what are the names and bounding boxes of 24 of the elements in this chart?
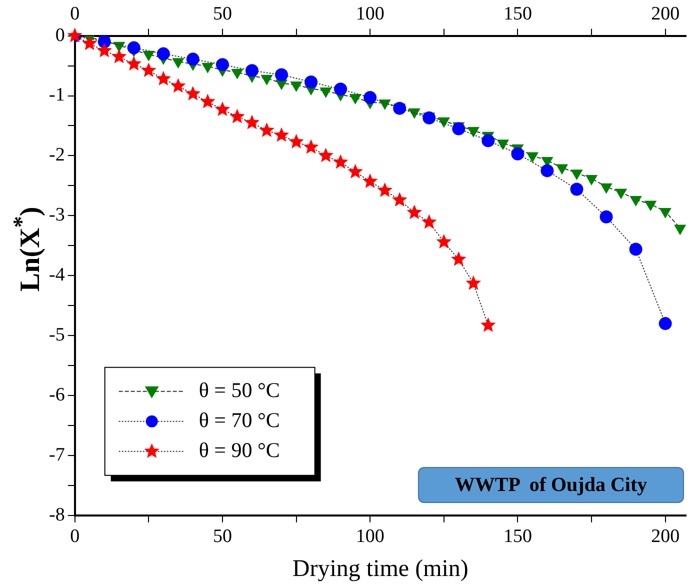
x2-tick-label: 200 [651,3,680,24]
y-tick-label: -6 [49,384,65,406]
y-tick-label: -3 [49,204,65,226]
y-tick-label: -4 [49,264,66,286]
x2-tick-label: 100 [356,3,384,24]
y-tick-label: 0 [55,24,65,46]
y-tick-label: -2 [49,144,65,166]
x-tick-label: 150 [503,526,532,547]
y-tick-label: -8 [49,504,65,526]
x-tick-label: 200 [651,526,680,547]
x2-tick-label: 50 [212,3,232,24]
x-tick-label: 0 [70,526,80,547]
x2-tick-label: 0 [70,3,80,24]
y-tick-label: -5 [49,324,65,346]
x-axis-title: Drying time (min) [292,556,468,582]
legend-label: θ = 50 °C [198,378,280,402]
label-box: WWTP of Oujda City [418,467,684,504]
legend-label: θ = 90 °C [198,438,280,462]
x-tick-label: 50 [212,526,232,547]
y-tick-label: -7 [49,444,65,466]
legend-label: θ = 70 °C [198,408,280,432]
x-tick-label: 100 [356,526,384,547]
x2-tick-label: 150 [503,3,532,24]
y-tick-label: -1 [49,84,65,106]
